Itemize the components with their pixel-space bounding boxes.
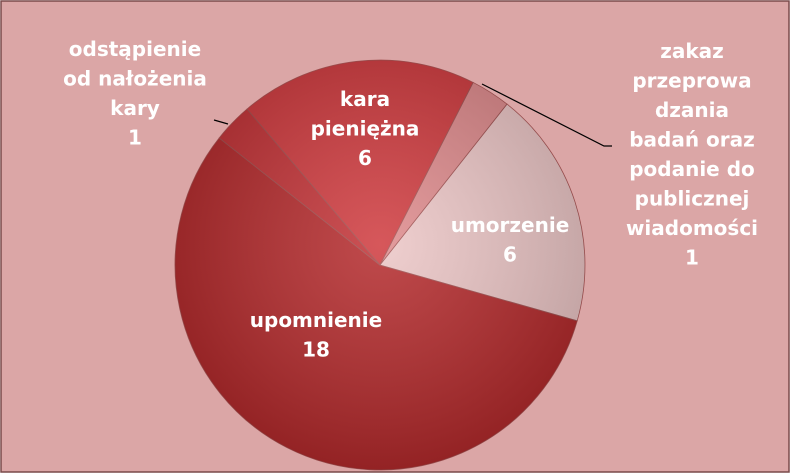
value-label: 1 — [685, 246, 699, 270]
slice-label: upomnienie — [250, 308, 382, 332]
slice-label: zakaz przeprowa dzania badań oraz podanie do… — [626, 39, 758, 240]
leader-line — [481, 83, 612, 147]
value-label: 18 — [302, 338, 330, 362]
leader-line — [213, 119, 229, 125]
slice-label: umorzenie — [451, 213, 570, 237]
value-label: 1 — [128, 126, 142, 150]
slice-label: kara pieniężna — [311, 87, 420, 141]
value-label: 6 — [503, 243, 517, 267]
value-label: 6 — [358, 146, 372, 170]
slice-label: odstąpienie od nałożenia kary — [63, 37, 207, 120]
